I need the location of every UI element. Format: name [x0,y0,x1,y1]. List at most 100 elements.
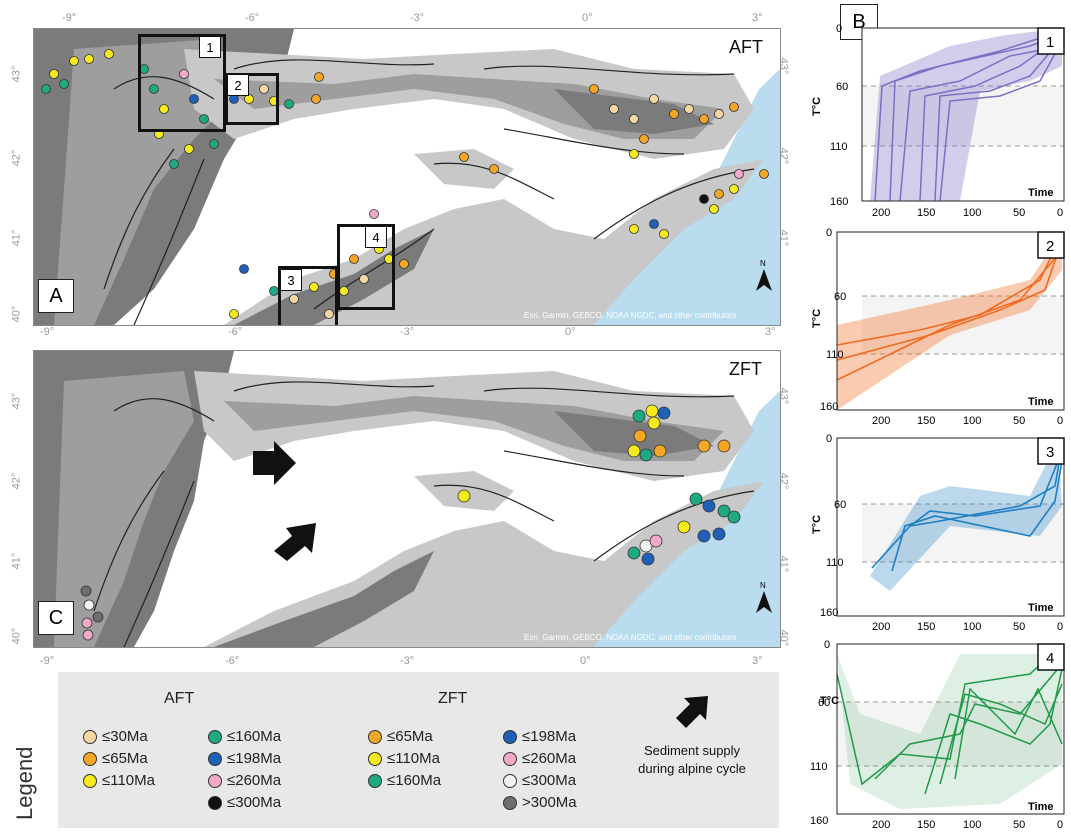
map-panel-c: ZFT C Esri, Garmin, GEBCO, NOAA NGDC, an… [33,350,781,648]
tt-plot-3-canvas: T°C Time 0 60 110 160 200 150 100 50 0 3 [811,433,1065,633]
map-c-lat-tick: 41° [10,552,23,570]
map-a-lat-tick: 40° [10,305,23,323]
tt-plot-3-xtick: 150 [917,621,935,633]
tt-plot-2-ytick: 160 [820,401,838,413]
tt-plot-4-xtick: 0 [1057,819,1063,831]
map-a-lon-tick: -6° [245,12,260,24]
legend-zft-item: >300Ma [503,794,577,811]
tt-plot-1-num: 1 [1046,34,1054,51]
legend-aft-item: ≤30Ma [83,728,148,745]
map-c-lon-tick: -9° [40,655,55,667]
tt-plot-4-num: 4 [1046,650,1054,667]
tt-plot-3-xtick: 200 [872,621,890,633]
sediment-arrow-1 [253,441,296,485]
map-a-lon-tick: -3° [410,12,425,24]
inset-box-4-label: 4 [365,226,387,248]
tt-plot-2-canvas: T°C Time 0 60 110 160 200 150 100 50 0 2 [811,227,1065,427]
map-c-lon-tick: -6° [225,655,240,667]
inset-box-4[interactable] [337,224,395,310]
map-c-lon-tick: -3° [400,655,415,667]
tt-plot-1-canvas: T°C Time 0 60 110 160 200 150 100 50 0 1 [811,23,1065,219]
legend-arrow-label: Sediment supply during alpine cycle [638,743,746,776]
tt-plot-4: T°C Time 0 60 110 160 200 150 100 50 0 4 [800,634,1068,838]
tt-plot-2-ytick: 110 [826,349,844,361]
tt-plot-3-num: 3 [1046,444,1054,461]
tt-plot-2-xtick: 0 [1057,415,1063,427]
inset-box-2[interactable] [225,73,279,125]
tt-plot-3-ylabel: T°C [811,515,823,534]
map-a-lat-tick: 43° [10,65,23,83]
tt-plot-1-xtick: 100 [963,207,981,219]
map-c-panel-letter: C [38,601,74,635]
tt-plot-2-ylabel: T°C [811,309,823,328]
inset-box-1-label: 1 [199,36,221,58]
map-a-canvas [34,29,780,325]
map-a-lon-tick: -9° [40,326,55,338]
inset-box-3[interactable] [278,266,338,325]
inset-box-1[interactable] [138,34,226,132]
tt-plot-1-xlabel: Time [1028,187,1053,199]
tt-plot-3-xlabel: Time [1028,602,1053,614]
map-a-lon-tick: -9° [62,12,77,24]
legend-panel: Legend AFT ZFT ≤30Ma ≤65Ma ≤110Ma ≤160Ma… [12,672,779,828]
map-c-lat-tick: 43° [10,392,23,410]
legend-zft-item: ≤110Ma [368,750,440,767]
tt-plot-1-xtick: 50 [1013,207,1025,219]
legend-title: Legend [12,746,37,820]
tt-plot-2-num: 2 [1046,238,1054,255]
tt-plot-3-ytick: 60 [834,499,846,511]
tt-plot-3-ytick: 0 [826,433,832,445]
map-c-lon-tick: 0° [580,655,591,667]
legend-aft-item: ≤110Ma [83,772,155,789]
tt-plot-1-ytick: 0 [836,23,842,35]
legend-zft-item: ≤260Ma [503,750,576,767]
tt-plot-1-ylabel: T°C [811,97,823,116]
map-c-lat-tick: 41° [777,555,790,573]
tt-plot-1-ytick: 160 [830,196,848,208]
tt-plot-2-xtick: 100 [963,415,981,427]
zft-sample-points [80,404,741,641]
map-c-dataset-label: ZFT [729,359,762,379]
tt-plot-2-xtick: 200 [872,415,890,427]
legend-aft-item: ≤300Ma [208,794,281,811]
tt-plot-1-xtick: 150 [917,207,935,219]
tt-plot-4-xlabel: Time [1028,801,1053,813]
tt-plot-2-xtick: 50 [1013,415,1025,427]
inset-box-2-label: 2 [227,74,249,96]
map-a-attribution: Esri, Garmin, GEBCO, NOAA NGDC, and othe… [524,311,737,320]
tt-plot-4-ylabel: T°C [820,695,839,707]
legend-aft-item: ≤260Ma [208,772,281,789]
tt-plot-3-ytick: 160 [820,607,838,619]
map-a-lon-tick: 3° [752,12,763,24]
tt-plot-4-xtick: 200 [872,819,890,831]
tt-plot-4-ytick: 160 [810,815,828,827]
tt-plot-3-xtick: 0 [1057,621,1063,633]
map-a-lat-tick: 42° [10,149,23,167]
tt-plot-1-xtick: 200 [872,207,890,219]
map-panel-a: 1 2 3 4 AFT A Esri, Garmin, GEBCO, NOAA … [33,28,781,326]
tt-plot-3-xtick: 100 [963,621,981,633]
tt-plot-1: T°C Time 0 60 110 160 200 150 100 50 0 1 [800,6,1068,233]
map-a-north-label: N [760,259,766,268]
map-c-lat-tick: 40° [10,627,23,645]
tt-plot-3-xtick: 50 [1013,621,1025,633]
map-c-canvas [34,351,780,647]
map-a-lon-tick: 0° [565,326,576,338]
map-c-lat-tick: 42° [10,472,23,490]
tt-plot-2-ytick: 0 [826,227,832,239]
tt-plot-2-xtick: 150 [917,415,935,427]
legend-aft-item: ≤160Ma [208,728,281,745]
tt-plot-4-canvas: T°C Time 0 60 110 160 200 150 100 50 0 4 [810,639,1065,831]
map-a-dataset-label: AFT [729,37,763,57]
tt-plot-4-ytick: 60 [818,697,830,709]
legend-zft-item: ≤198Ma [503,728,576,745]
tt-plot-2-ytick: 60 [834,291,846,303]
map-c-north-label: N [760,581,766,590]
map-c-attribution: Esri, Garmin, GEBCO, NOAA NGDC, and othe… [524,633,737,642]
tt-plot-2: T°C Time 0 60 110 160 200 150 100 50 0 2 [800,220,1068,430]
map-a-lat-tick: 42° [777,147,790,165]
tt-plot-4-xtick: 50 [1013,819,1025,831]
legend-aft-item: ≤198Ma [208,750,281,767]
legend-zft-item: ≤300Ma [503,772,576,789]
tt-plot-1-xtick: 0 [1057,207,1063,219]
